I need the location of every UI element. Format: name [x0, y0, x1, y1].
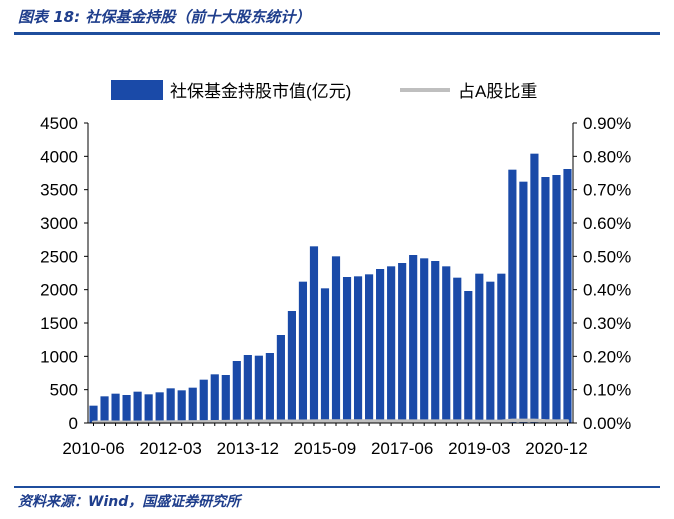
- bar: [376, 269, 385, 423]
- bar: [287, 311, 296, 423]
- left-tick-label: 3000: [40, 214, 78, 233]
- left-tick-label: 0: [69, 414, 78, 433]
- bar: [387, 266, 396, 423]
- bar: [144, 394, 153, 423]
- right-tick-label: 0.20%: [583, 347, 631, 366]
- share-line: [91, 418, 570, 425]
- line-series: [91, 418, 570, 425]
- bottom-rule: [14, 486, 660, 488]
- right-axis-ticks: 0.00% 0.10% 0.20% 0.30% 0.40% 0.50% 0.60% 0.70%…: [573, 114, 631, 433]
- axes: [87, 123, 574, 424]
- bar: [221, 375, 230, 423]
- bar: [188, 387, 197, 423]
- left-axis-ticks: 0 500 1000 1500 2000 2500 3000 3500 4000 4500: [40, 114, 88, 433]
- right-tick-label: 0.00%: [583, 414, 631, 433]
- bar: [210, 374, 219, 423]
- right-tick-label: 0.50%: [583, 247, 631, 266]
- bar: [353, 276, 363, 423]
- x-tick-label: 2013-12: [217, 439, 279, 458]
- left-tick-label: 500: [50, 381, 78, 400]
- right-tick-label: 0.70%: [583, 181, 631, 200]
- bar: [464, 291, 473, 423]
- left-tick-label: 2500: [40, 247, 78, 266]
- right-tick-label: 0.80%: [583, 147, 631, 166]
- bar: [497, 273, 506, 423]
- bar: [133, 391, 142, 423]
- right-tick-label: 0.30%: [583, 314, 631, 333]
- right-tick-label: 0.40%: [583, 281, 631, 300]
- bar: [331, 256, 341, 423]
- bar: [398, 263, 407, 423]
- legend-bar-swatch: [111, 80, 163, 100]
- bar: [298, 281, 308, 423]
- x-tick-label: 2020-12: [525, 439, 587, 458]
- left-tick-label: 1000: [40, 347, 78, 366]
- bar: [100, 396, 109, 423]
- x-tick-label: 2019-03: [448, 439, 510, 458]
- left-tick-label: 2000: [40, 281, 78, 300]
- figure-title: 图表 18: 社保基金持股（前十大股东统计）: [18, 8, 311, 26]
- bar: [265, 353, 274, 423]
- legend-line-label: 占A股比重: [458, 82, 537, 101]
- left-tick-label: 3500: [40, 181, 78, 200]
- bar: [166, 388, 175, 423]
- bar: [563, 169, 572, 423]
- x-tick-label: 2012-03: [139, 439, 201, 458]
- bar: [552, 175, 561, 423]
- right-tick-label: 0.90%: [583, 114, 631, 133]
- bar: [420, 258, 429, 423]
- bar: [486, 281, 495, 423]
- bar: [442, 266, 451, 423]
- bar: [276, 335, 285, 423]
- bar: [365, 274, 374, 423]
- bar-series: [89, 153, 572, 424]
- source-note: 资料来源：Wind，国盛证券研究所: [18, 494, 241, 510]
- right-tick-label: 0.10%: [583, 381, 631, 400]
- legend: 社保基金持股市值(亿元) 占A股比重: [111, 80, 537, 101]
- bar: [508, 169, 517, 423]
- bar: [243, 355, 252, 423]
- legend-bar-label: 社保基金持股市值(亿元): [170, 82, 351, 101]
- x-axis-ticks: 2010-06 2012-03 2013-12 2015-09 2017-06 2019-…: [62, 423, 588, 458]
- bar: [122, 395, 131, 423]
- right-tick-label: 0.60%: [583, 214, 631, 233]
- bar: [519, 181, 528, 423]
- bar: [309, 246, 319, 423]
- bar: [199, 379, 208, 423]
- bar: [530, 153, 539, 424]
- x-tick-label: 2017-06: [371, 439, 433, 458]
- bar: [453, 277, 462, 423]
- x-tick-label: 2010-06: [62, 439, 124, 458]
- bar: [89, 405, 98, 423]
- bar: [254, 355, 263, 423]
- bar: [177, 390, 186, 423]
- top-rule: [14, 32, 660, 35]
- bar: [342, 277, 352, 423]
- bar: [541, 177, 550, 423]
- bar: [431, 261, 440, 423]
- x-tick-label: 2015-09: [294, 439, 356, 458]
- bar: [155, 392, 164, 423]
- left-tick-label: 4500: [40, 114, 78, 133]
- bar: [320, 288, 330, 423]
- bar: [475, 273, 484, 423]
- bar: [409, 255, 418, 423]
- left-tick-label: 1500: [40, 314, 78, 333]
- bar: [111, 393, 120, 423]
- bar: [232, 361, 241, 423]
- left-tick-label: 4000: [40, 147, 78, 166]
